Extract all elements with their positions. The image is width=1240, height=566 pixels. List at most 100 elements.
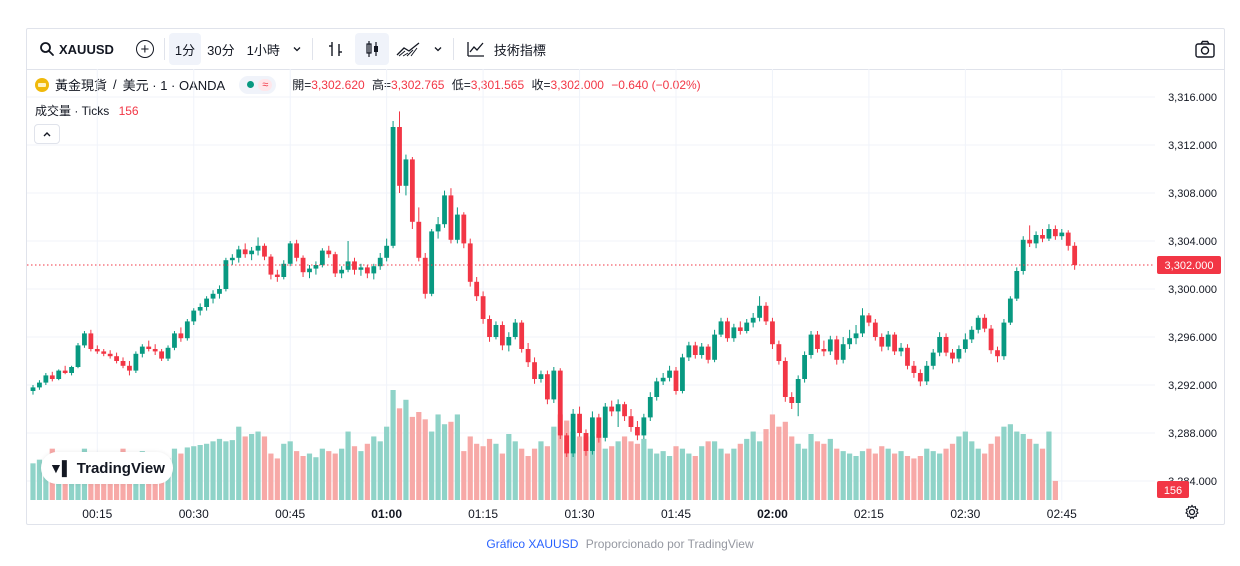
candle-body [197,307,203,311]
indicators-icon [467,42,484,57]
volume-bar [390,390,396,500]
bars-style-button[interactable] [317,33,355,65]
candle-body [165,347,171,359]
candle-body [1065,232,1071,246]
candle-body [757,305,762,318]
volume-bar [384,426,390,500]
interval-1h[interactable]: 1小時 [241,33,286,65]
chevron-up-icon [43,132,51,137]
candle-body [1059,232,1065,237]
candle-body [602,406,608,438]
chart-link[interactable]: Gráfico XAUUSD [486,537,579,551]
candle-body [512,322,518,337]
last-price-badge [1157,256,1221,274]
candle-body [744,322,750,331]
candle-body [545,374,550,400]
symbol-search[interactable]: XAUUSD [33,33,120,65]
x-tick-label: 01:00 [371,507,402,521]
candle-body [911,365,917,373]
volume-bar [1020,434,1026,500]
plus-icon: + [135,40,154,58]
instrument-name: 黃金現貨 [55,78,108,93]
symbol-legend: 黃金現貨 / 美元 · 1 · OANDA ≈ 開=3,302.620 高=3,… [35,75,705,94]
candle-body [178,333,184,339]
gear-icon[interactable] [1184,504,1200,520]
volume-bar [821,443,827,500]
candle-body [596,417,602,438]
volume-bar [879,446,885,500]
candle-body [37,382,42,388]
volume-bar [377,441,383,500]
candles-style-button[interactable] [354,33,389,65]
candle-body [583,433,589,451]
volume-bar [840,451,846,500]
volume-bar [474,443,480,500]
chart-widget: XAUUSD + 1分 30分 1小時 [26,28,1225,525]
candle-body [345,261,351,270]
volume-bar [615,441,621,500]
tradingview-logo[interactable]: ▼▌ TradingView [41,452,173,484]
volume-bar [281,443,287,500]
interval-30m[interactable]: 30分 [201,33,240,65]
candle-body [307,268,312,273]
price-chart[interactable]: 3,284.0003,288.0003,292.0003,296.0003,30… [27,69,1224,524]
candle-body [564,435,570,454]
candle-body [763,305,769,322]
candle-body [88,333,94,349]
attribution-footer: Gráfico XAUUSD Proporcionado por Trading… [0,537,1240,551]
candle-body [905,347,910,366]
tradingview-wordmark: TradingView [76,459,165,477]
candle-body [184,321,190,339]
candle-body [924,365,930,382]
volume-bar [371,436,377,500]
y-tick-label: 3,304.000 [1168,236,1217,248]
candle-body [107,353,113,357]
low-value: 3,301.565 [470,78,525,92]
volume-bar [686,453,692,500]
candle-body [313,265,319,269]
volume-bar [859,451,866,500]
chevron-down-icon [293,47,301,52]
volume-legend: 成交量 · Ticks 156 [35,102,139,119]
volume-bar [737,443,743,500]
indicators-button[interactable]: 技術指標 [458,33,554,65]
candle-body [364,267,370,274]
candle-body [474,281,480,297]
candle-body [982,317,988,329]
interval-1m[interactable]: 1分 [168,33,202,65]
volume-bar [486,438,493,500]
candle-body [358,267,364,270]
x-tick-label: 01:45 [661,507,691,521]
candle-body [699,346,705,355]
volume-bar [236,426,242,500]
collapse-legend-button[interactable] [34,124,60,144]
camera-icon[interactable] [1194,38,1216,60]
candle-body [339,269,345,274]
volume-bar [1001,426,1007,500]
volume-bar [834,448,840,500]
volume-bar [319,448,325,500]
candle-body [641,417,647,436]
compare-button[interactable]: + [130,33,160,65]
chart-type-dropdown[interactable] [427,33,449,65]
y-tick-label: 3,296.000 [1168,332,1217,344]
candle-body [834,339,840,360]
volume-bar [294,451,300,500]
volume-bar [628,441,634,500]
volume-bar [1039,448,1046,500]
candle-body [101,351,107,354]
candle-body [139,346,145,354]
x-tick-label: 02:15 [854,507,884,521]
volume-bar [924,448,930,500]
area-style-button[interactable] [389,33,427,65]
candle-body [705,346,711,360]
candle-body [731,327,737,339]
candle-body [557,370,563,436]
volume-bar [982,453,988,500]
volume-bar [287,441,293,500]
interval-dropdown[interactable] [286,33,308,65]
instrument-details: 美元 · 1 · OANDA [122,78,226,93]
separator [163,38,165,60]
market-status[interactable]: ≈ [239,75,277,94]
candle-body [615,404,621,412]
